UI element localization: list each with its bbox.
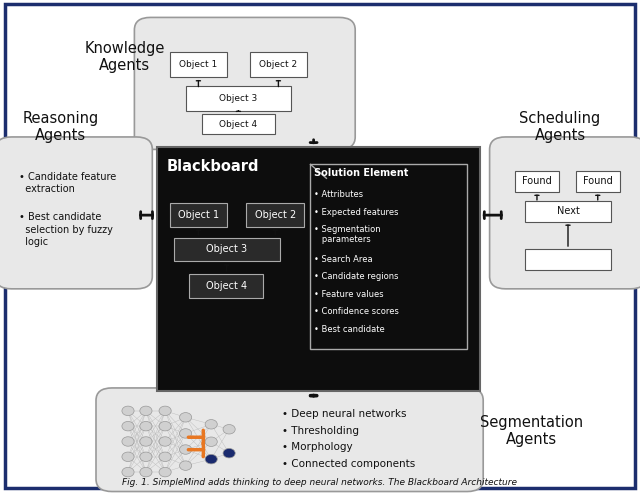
Circle shape bbox=[179, 429, 192, 438]
Text: Next: Next bbox=[557, 206, 579, 216]
Text: • Feature values: • Feature values bbox=[314, 290, 383, 299]
Circle shape bbox=[159, 437, 172, 446]
Text: • Deep neural networks: • Deep neural networks bbox=[282, 409, 406, 419]
Text: Blackboard: Blackboard bbox=[166, 159, 259, 174]
Circle shape bbox=[140, 452, 152, 462]
FancyBboxPatch shape bbox=[490, 137, 640, 289]
Text: Knowledge
Agents: Knowledge Agents bbox=[84, 41, 165, 74]
FancyBboxPatch shape bbox=[96, 388, 483, 492]
Circle shape bbox=[205, 419, 218, 429]
Text: • Search Area: • Search Area bbox=[314, 255, 372, 264]
Circle shape bbox=[122, 467, 134, 477]
Text: • Connected components: • Connected components bbox=[282, 459, 415, 469]
Text: • Expected features: • Expected features bbox=[314, 208, 398, 217]
Text: • Segmentation
   parameters: • Segmentation parameters bbox=[314, 225, 380, 245]
Circle shape bbox=[179, 412, 192, 422]
Circle shape bbox=[140, 437, 152, 446]
FancyBboxPatch shape bbox=[515, 171, 559, 192]
Text: Object 2: Object 2 bbox=[259, 60, 298, 69]
Circle shape bbox=[179, 445, 192, 454]
Text: • Best candidate
  selection by fuzzy
  logic: • Best candidate selection by fuzzy logi… bbox=[19, 212, 113, 247]
Text: • Confidence scores: • Confidence scores bbox=[314, 307, 399, 316]
Text: Object 3: Object 3 bbox=[206, 245, 248, 254]
Circle shape bbox=[140, 406, 152, 415]
FancyBboxPatch shape bbox=[170, 203, 227, 227]
Text: Object 1: Object 1 bbox=[178, 210, 219, 220]
Text: Object 3: Object 3 bbox=[220, 94, 257, 103]
FancyBboxPatch shape bbox=[202, 114, 275, 134]
Circle shape bbox=[122, 421, 134, 431]
Text: • Candidate regions: • Candidate regions bbox=[314, 272, 398, 281]
Circle shape bbox=[122, 437, 134, 446]
Circle shape bbox=[140, 421, 152, 431]
Text: Found: Found bbox=[522, 176, 552, 186]
Circle shape bbox=[223, 448, 236, 458]
FancyBboxPatch shape bbox=[174, 238, 280, 261]
Text: • Attributes: • Attributes bbox=[314, 190, 363, 199]
FancyBboxPatch shape bbox=[525, 249, 611, 270]
FancyBboxPatch shape bbox=[5, 4, 635, 488]
Text: Solution Element: Solution Element bbox=[314, 168, 408, 178]
Circle shape bbox=[159, 467, 172, 477]
Circle shape bbox=[223, 424, 236, 434]
FancyBboxPatch shape bbox=[134, 17, 355, 149]
FancyBboxPatch shape bbox=[310, 164, 467, 349]
Text: Reasoning
Agents: Reasoning Agents bbox=[22, 111, 99, 143]
Text: Segmentation
Agents: Segmentation Agents bbox=[479, 414, 583, 447]
Text: • Thresholding: • Thresholding bbox=[282, 426, 358, 436]
FancyBboxPatch shape bbox=[0, 137, 152, 289]
Circle shape bbox=[159, 406, 172, 415]
FancyBboxPatch shape bbox=[246, 203, 304, 227]
Circle shape bbox=[122, 406, 134, 415]
Text: Object 4: Object 4 bbox=[205, 281, 247, 291]
FancyBboxPatch shape bbox=[189, 274, 263, 298]
FancyBboxPatch shape bbox=[170, 52, 227, 77]
Circle shape bbox=[140, 467, 152, 477]
FancyBboxPatch shape bbox=[186, 86, 291, 111]
Text: • Best candidate: • Best candidate bbox=[314, 325, 385, 334]
Circle shape bbox=[159, 421, 172, 431]
Circle shape bbox=[205, 437, 218, 446]
Text: Found: Found bbox=[583, 176, 612, 186]
Text: Scheduling
Agents: Scheduling Agents bbox=[520, 111, 600, 143]
Text: • Candidate feature
  extraction: • Candidate feature extraction bbox=[19, 172, 116, 194]
FancyBboxPatch shape bbox=[525, 201, 611, 222]
FancyBboxPatch shape bbox=[576, 171, 620, 192]
Text: Object 1: Object 1 bbox=[179, 60, 218, 69]
Text: • Morphology: • Morphology bbox=[282, 442, 352, 452]
Circle shape bbox=[179, 461, 192, 470]
Circle shape bbox=[159, 452, 172, 462]
Circle shape bbox=[205, 454, 218, 464]
FancyBboxPatch shape bbox=[250, 52, 307, 77]
Text: Fig. 1. SimpleMind adds thinking to deep neural networks. The Blackboard Archite: Fig. 1. SimpleMind adds thinking to deep… bbox=[122, 478, 518, 487]
Text: Object 4: Object 4 bbox=[220, 120, 257, 128]
Circle shape bbox=[122, 452, 134, 462]
FancyBboxPatch shape bbox=[157, 147, 480, 391]
Text: Object 2: Object 2 bbox=[255, 210, 296, 220]
